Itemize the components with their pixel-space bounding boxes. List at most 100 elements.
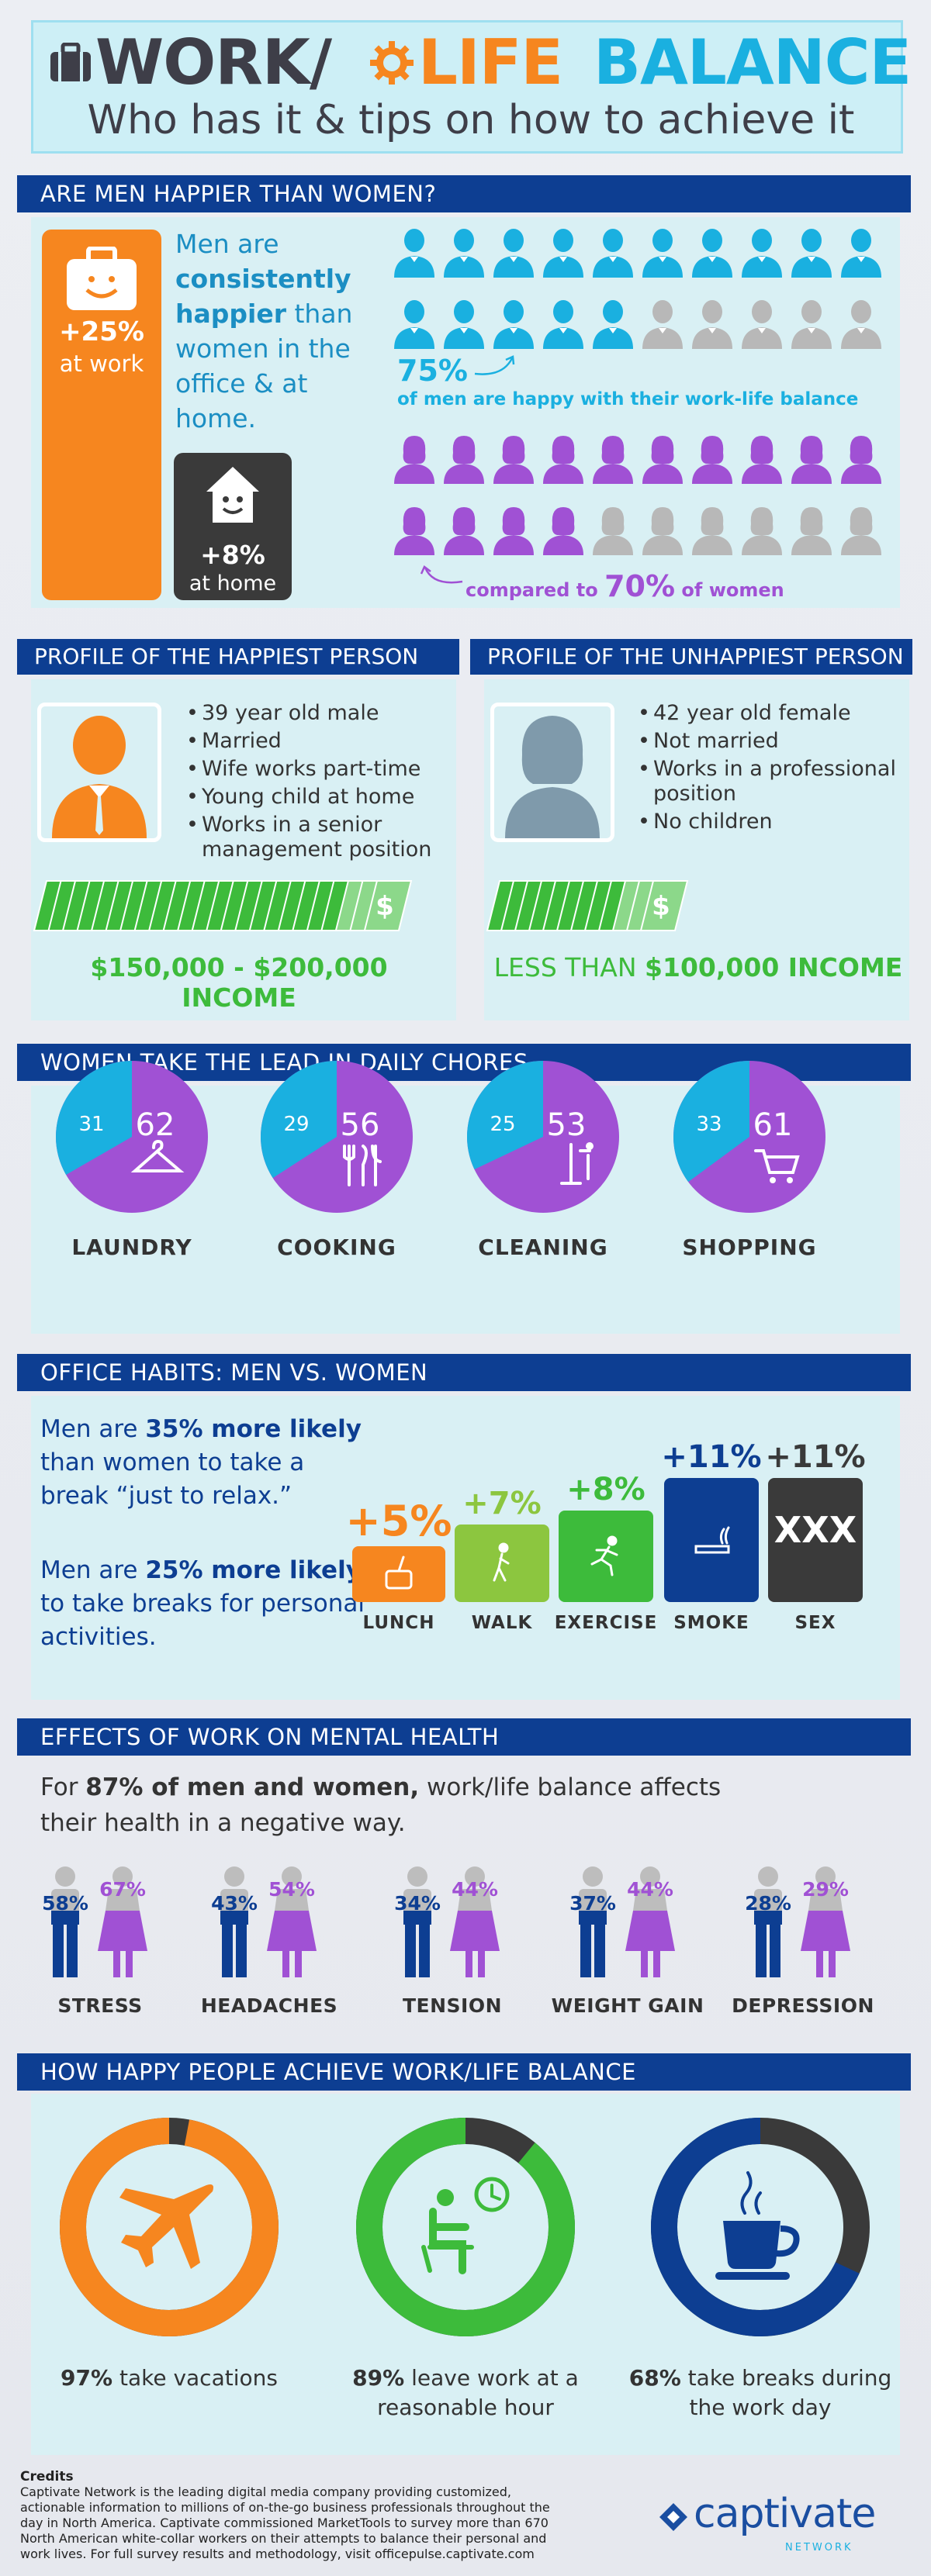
donut-value <box>651 2118 870 2336</box>
man-icon <box>841 300 881 349</box>
woman-icon <box>742 436 782 484</box>
curved-arrow-icon <box>420 565 463 584</box>
habit-text-part: Men are <box>40 1415 138 1443</box>
men-percent-line: 75% <box>397 354 894 388</box>
intro-bold: consistently happier <box>175 264 351 329</box>
man-icon <box>593 229 633 278</box>
man-icon <box>493 300 534 349</box>
woman-icon <box>493 507 534 555</box>
men-percent: 37% <box>569 1892 616 1915</box>
donut-chart <box>356 2118 575 2336</box>
man-icon <box>642 300 683 349</box>
mh-text-part: For <box>40 1773 78 1801</box>
men-caption: of men are happy with their work-life ba… <box>397 389 859 409</box>
mop-icon <box>560 1142 594 1185</box>
brand-subtitle: NETWORK <box>785 2542 853 2554</box>
svg-text:$: $ <box>376 891 394 922</box>
chore-label: COOKING <box>277 1234 396 1260</box>
women-percent: 44% <box>452 1878 498 1901</box>
woman-icon <box>444 436 484 484</box>
walk-icon <box>493 1542 510 1582</box>
gender-figures <box>220 1866 317 1977</box>
men-percent: 75% <box>397 354 468 388</box>
chore-cooking: 29 56 COOKING <box>259 1059 414 1276</box>
trait-item: Young child at home <box>186 785 450 810</box>
section-heading-habits: OFFICE HABITS: MEN VS. WOMEN <box>17 1354 911 1391</box>
man-icon <box>791 229 832 278</box>
clock-person-icon <box>421 2177 510 2274</box>
svg-text:$: $ <box>652 891 670 922</box>
woman-figure <box>450 1866 500 1977</box>
caption-text: leave work at a reasonable hour <box>377 2365 579 2420</box>
chore-label: LAUNDRY <box>71 1234 192 1260</box>
men-value: 25 <box>490 1113 515 1136</box>
chore-label: CLEANING <box>478 1234 608 1260</box>
mental-health-text: For 87% of men and women, work/life bala… <box>40 1770 739 1841</box>
title-balance: BALANCE <box>594 26 912 98</box>
chore-cleaning: 25 53 CLEANING <box>466 1059 621 1276</box>
woman-icon <box>791 436 832 484</box>
chore-pie: 33 61 <box>673 1061 825 1213</box>
mh-label-stress: STRESS <box>57 1994 143 2017</box>
men-percent: 28% <box>745 1892 791 1915</box>
lunch-icon <box>385 1556 413 1590</box>
chore-laundry: 31 62 LAUNDRY <box>54 1059 209 1276</box>
section-heading-happiness: ARE MEN HAPPIER THAN WOMEN? <box>17 175 911 212</box>
arrow-icon <box>474 355 515 375</box>
woman-icon <box>505 716 600 838</box>
mh-label-headaches: HEADACHES <box>200 1994 338 2017</box>
cigarette-icon <box>694 1526 730 1554</box>
mh-label-weight-gain: WEIGHT GAIN <box>551 1994 704 2017</box>
woman-icon <box>841 507 881 555</box>
intro-part-2: than women in the office & at home. <box>175 299 353 433</box>
woman-icon <box>692 507 732 555</box>
mh-text-part: work/life balance affects their health i… <box>40 1773 722 1837</box>
man-icon <box>493 229 534 278</box>
woman-icon <box>791 507 832 555</box>
man-icon <box>52 716 147 838</box>
credits-title: Credits <box>20 2469 74 2484</box>
man-icon <box>742 300 782 349</box>
gear-icon <box>370 41 414 85</box>
woman-figure <box>98 1866 147 1977</box>
man-figure <box>220 1866 248 1977</box>
trait-item: Not married <box>638 729 902 754</box>
donut-chart <box>60 2118 279 2336</box>
women-value: 62 <box>136 1107 175 1143</box>
money-stack-icon: $ <box>33 880 413 931</box>
woman-icon <box>692 436 732 484</box>
gender-figures <box>579 1866 675 1977</box>
income-prefix: LESS THAN <box>493 952 637 982</box>
man-icon <box>642 229 683 278</box>
men-percent: 34% <box>394 1892 441 1915</box>
habit-box-lunch <box>352 1546 445 1602</box>
caption-bold: 97% <box>61 2365 113 2391</box>
pie-slice-men <box>467 1061 543 1170</box>
men-value: 31 <box>78 1113 104 1136</box>
woman-icon <box>493 436 534 484</box>
pie-slice-men <box>261 1061 337 1179</box>
habit-percent: +11% <box>661 1439 762 1475</box>
chore-shopping: 33 61 SHOPPING <box>672 1059 827 1276</box>
men-percent: 58% <box>42 1892 88 1915</box>
trait-item: Married <box>186 729 450 754</box>
donut-value <box>60 2118 279 2336</box>
woman-icon <box>543 436 583 484</box>
habit-box-sex: XXX <box>768 1478 863 1602</box>
work-badge <box>42 230 161 600</box>
coffee-icon <box>715 2171 800 2280</box>
unhappiest-traits: 42 year old female Not married Works in … <box>638 701 902 837</box>
habit-percent: +11% <box>765 1439 866 1475</box>
woman-icon <box>394 507 434 555</box>
mh-text-bold: 87% of men and women, <box>85 1773 420 1801</box>
section-heading-achieve: HOW HAPPY PEOPLE ACHIEVE WORK/LIFE BALAN… <box>17 2053 911 2091</box>
intro-text: Men are consistently happier than women … <box>175 226 377 436</box>
donut-value <box>356 2118 575 2336</box>
women-prefix: compared to <box>466 579 598 601</box>
habit-label: SEX <box>794 1613 836 1633</box>
brand-name: captivate <box>694 2491 876 2537</box>
unhappiest-income: LESS THAN $100,000 INCOME <box>489 952 908 982</box>
woman-icon <box>642 436 683 484</box>
donut-caption: 97% take vacations <box>37 2364 301 2393</box>
header-banner: WORK/ LIFE BALANCE Who has it & tips on … <box>31 20 912 154</box>
